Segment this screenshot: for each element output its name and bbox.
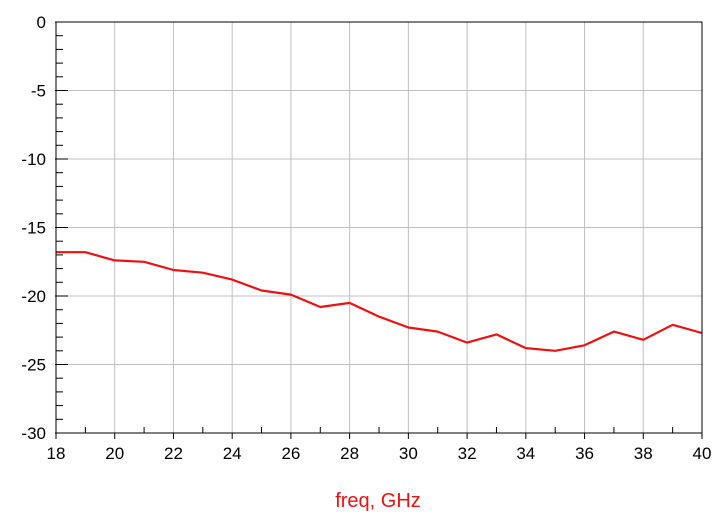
- x-tick-label: 34: [516, 444, 535, 463]
- plot-frame: [55, 21, 703, 434]
- y-tick-label: -20: [21, 287, 46, 306]
- y-tick-label: -15: [21, 219, 46, 238]
- x-tick-label: 40: [693, 444, 712, 463]
- y-tick-label: 0: [37, 13, 46, 32]
- y-tick-label: -25: [21, 356, 46, 375]
- x-tick-label: 22: [164, 444, 183, 463]
- x-axis-title: freq, GHz: [335, 490, 421, 512]
- y-tick-label: -5: [31, 82, 46, 101]
- x-tick-label: 30: [399, 444, 418, 463]
- x-tick-label: 36: [575, 444, 594, 463]
- grid-lines: [56, 22, 702, 433]
- y-tick-label: -30: [21, 424, 46, 443]
- series-lines: [56, 251, 703, 352]
- x-tick-labels: 18 20 22 24 26 28 30 32 34 36 38 40: [47, 444, 712, 463]
- x-tick-label: 18: [47, 444, 66, 463]
- y-tick-labels: 0 -5 -10 -15 -20 -25 -30: [21, 13, 46, 443]
- x-tick-label: 28: [340, 444, 359, 463]
- x-tick-label: 38: [634, 444, 653, 463]
- y-tick-label: -10: [21, 150, 46, 169]
- x-tick-label: 32: [458, 444, 477, 463]
- x-tick-label: 24: [223, 444, 242, 463]
- x-tick-label: 26: [281, 444, 300, 463]
- series-line: [56, 251, 703, 352]
- x-tick-label: 20: [105, 444, 124, 463]
